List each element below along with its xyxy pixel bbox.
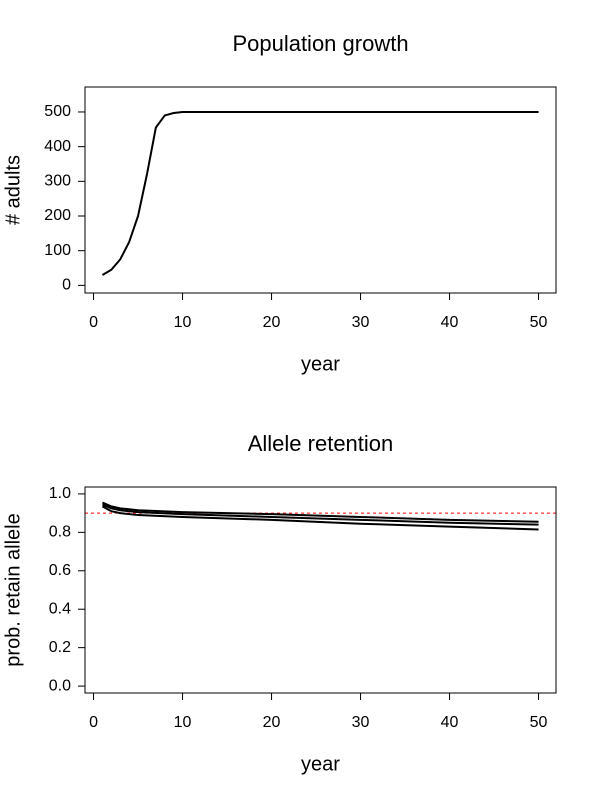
y-tick-label: 400 xyxy=(44,138,71,155)
plot-frame xyxy=(84,486,557,694)
chart-title: Population growth xyxy=(232,31,408,56)
y-tick-label: 500 xyxy=(44,103,71,120)
line xyxy=(102,503,539,526)
y-tick-label: 200 xyxy=(44,207,71,224)
plot-frame xyxy=(84,86,557,294)
y-tick-label: 100 xyxy=(44,242,71,259)
y-tick-label: 0.4 xyxy=(49,600,71,617)
y-axis-label: # adults xyxy=(2,155,24,225)
x-tick-label: 10 xyxy=(174,714,192,731)
y-tick-label: 0.2 xyxy=(49,639,71,656)
x-tick-label: 40 xyxy=(441,714,459,731)
x-tick-label: 40 xyxy=(441,314,459,331)
y-tick-label: 0 xyxy=(62,277,71,294)
x-tick-label: 20 xyxy=(263,714,281,731)
x-axis-label: year xyxy=(301,353,340,375)
line xyxy=(101,110,539,276)
y-tick-label: 1.0 xyxy=(49,485,71,502)
line xyxy=(101,505,539,531)
chart-title: Allele retention xyxy=(248,431,394,456)
line xyxy=(102,501,539,523)
x-tick-label: 20 xyxy=(263,314,281,331)
x-tick-label: 50 xyxy=(530,714,548,731)
x-tick-label: 0 xyxy=(89,314,98,331)
x-axis-label: year xyxy=(301,753,340,775)
x-tick-label: 0 xyxy=(89,714,98,731)
x-tick-label: 30 xyxy=(352,314,370,331)
y-tick-label: 0.6 xyxy=(49,562,71,579)
y-tick-label: 0.8 xyxy=(49,524,71,541)
x-tick-label: 30 xyxy=(352,714,370,731)
y-tick-label: 300 xyxy=(44,173,71,190)
y-axis-label: prob. retain allele xyxy=(2,513,24,666)
x-tick-label: 10 xyxy=(174,314,192,331)
x-tick-label: 50 xyxy=(530,314,548,331)
y-tick-label: 0.0 xyxy=(49,677,71,694)
